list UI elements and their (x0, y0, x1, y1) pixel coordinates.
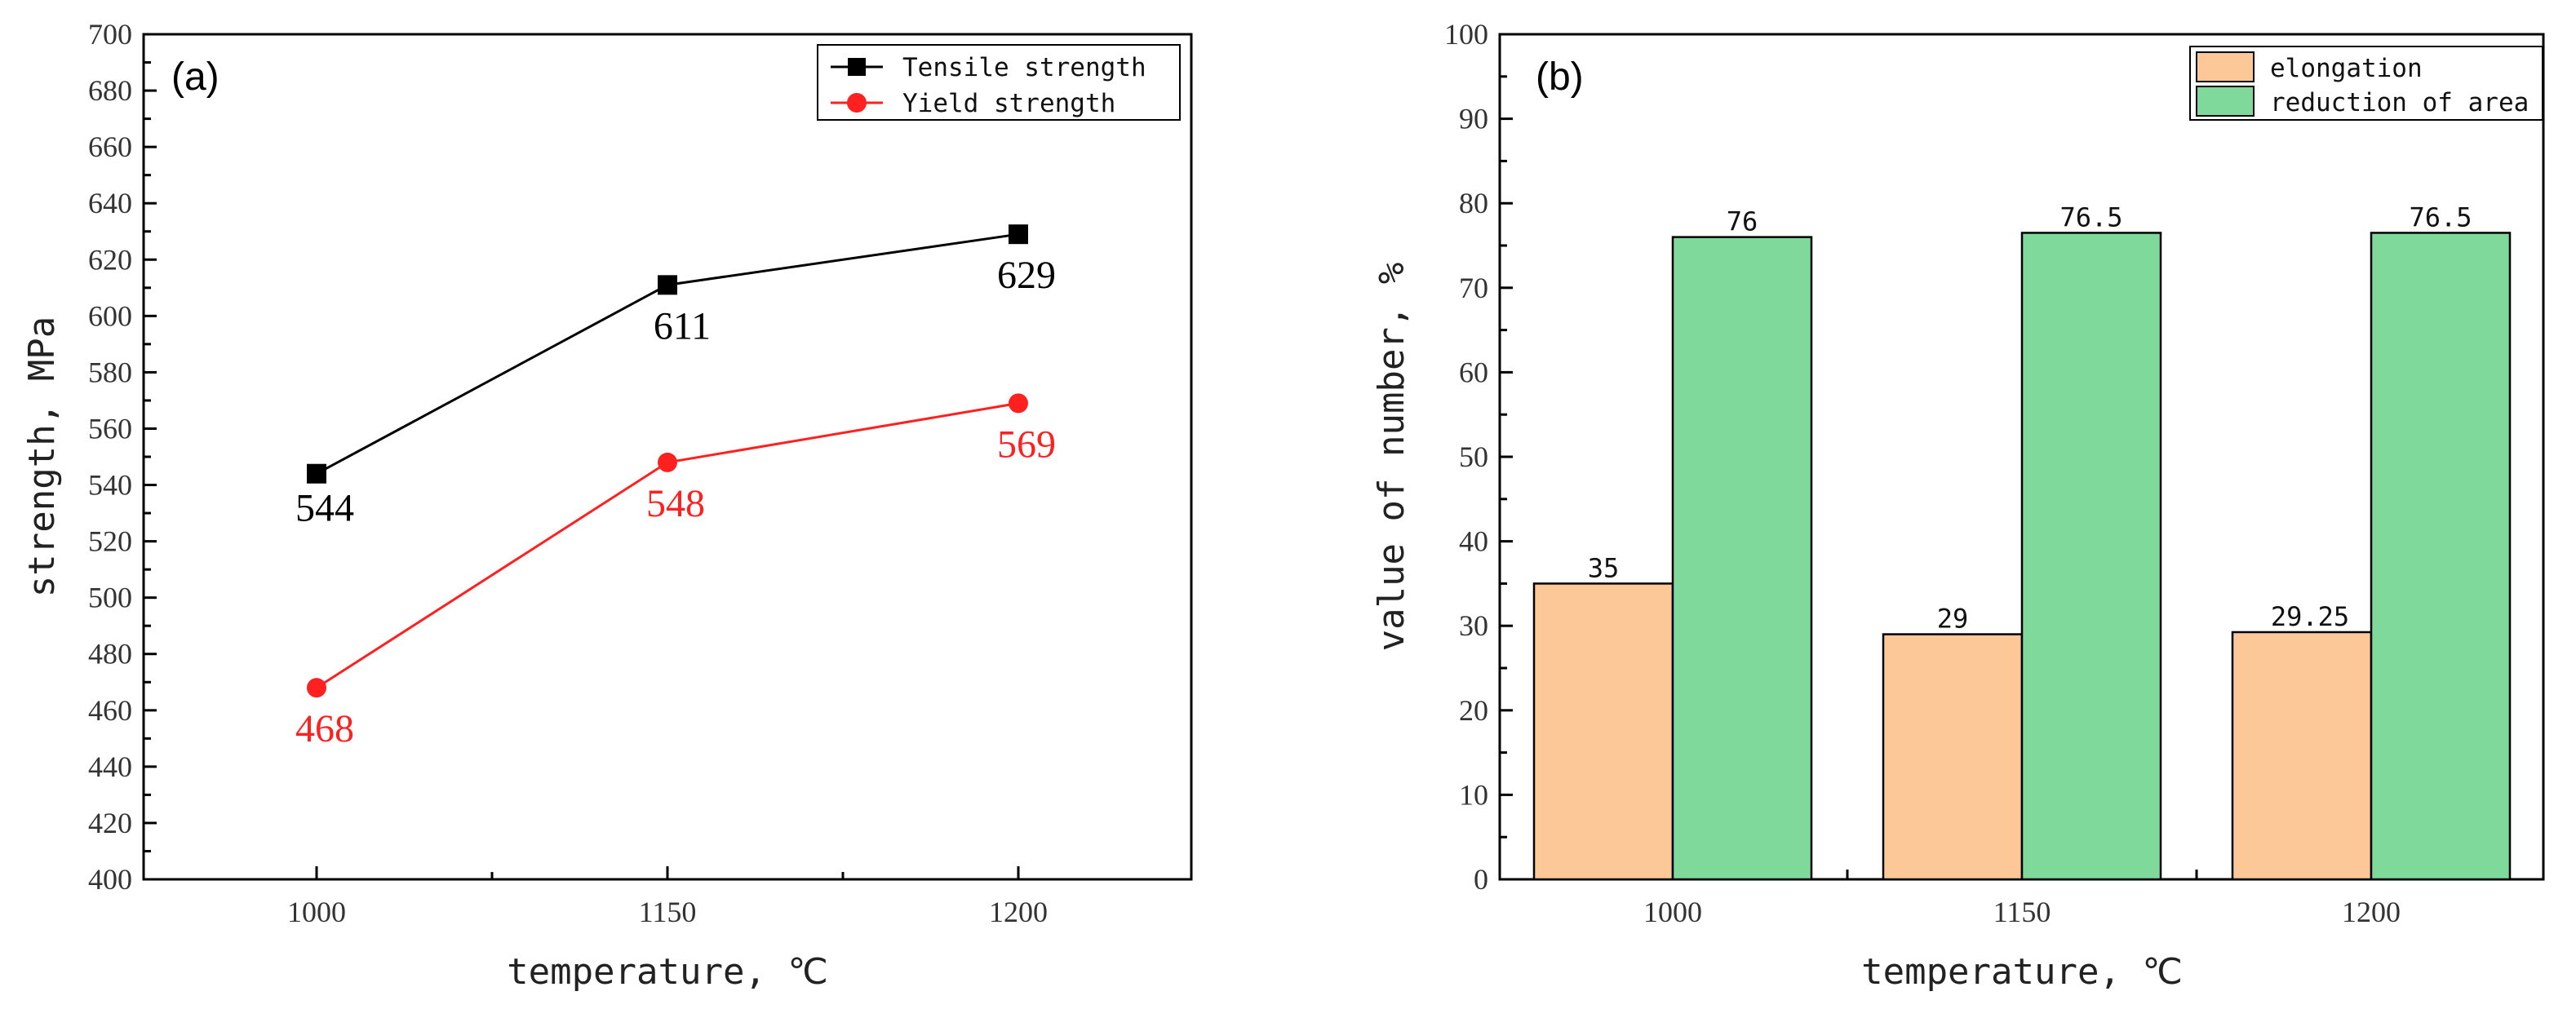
elongation-bar-label: 29 (1937, 604, 1969, 635)
panel-a-y-tick-label: 500 (88, 582, 132, 614)
tensile-data-point (307, 463, 326, 484)
panel-b-y-axis-title: value of number, % (1371, 263, 1412, 652)
elongation-bar-label: 35 (1588, 552, 1620, 583)
panel-a-y-tick-label: 620 (88, 243, 132, 276)
panel-a-legend-box (817, 44, 1181, 121)
panel-a-y-tick-label: 520 (88, 525, 132, 558)
panel-a-x-axis-title: temperature, ℃ (507, 951, 828, 993)
panel-b-y-tick-label: 0 (1474, 863, 1488, 896)
panel-b-x-axis-title: temperature, ℃ (1861, 951, 2183, 993)
reduction-of-area-bar (1671, 236, 1813, 881)
yield-point-label: 548 (646, 482, 705, 525)
elongation-bar-label: 29.25 (2271, 601, 2349, 632)
panel-b-x-tick-label: 1150 (1993, 896, 2051, 928)
elongation-bar (2231, 631, 2373, 881)
panel-a-x-tick-label: 1150 (639, 896, 697, 928)
panel-b-y-tick-label: 60 (1459, 356, 1488, 388)
panel-a-y-tick-label: 680 (88, 74, 132, 107)
tensile-point-label: 611 (654, 304, 711, 347)
panel-b-y-tick-label: 40 (1459, 525, 1488, 558)
legend-tensile-marker (848, 58, 866, 76)
panel-b-y-tick-label: 90 (1459, 103, 1488, 135)
panel-b-y-tick-label: 10 (1459, 778, 1488, 811)
panel-a-y-tick-label: 440 (88, 750, 132, 783)
panel-a-y-axis-title: strength, MPa (21, 316, 63, 597)
reduction-of-area-bar-label: 76.5 (2409, 201, 2472, 232)
panel-a-strength-chart: (a) temperature, ℃ strength, MPa Tensile… (21, 18, 1193, 993)
legend-reduction-swatch (2196, 86, 2255, 117)
panel-a-x-tick-label: 1000 (287, 896, 346, 928)
panel-a-y-tick-label: 560 (88, 412, 132, 445)
panel-b-percent-chart: (b) temperature, ℃ value of number, % el… (1371, 18, 2545, 993)
panel-a-y-tick-label: 660 (88, 131, 132, 163)
reduction-of-area-bar-label: 76 (1727, 206, 1758, 237)
elongation-bar (1532, 582, 1674, 881)
legend-elongation-label: elongation (2270, 54, 2423, 83)
yield-data-point (307, 678, 326, 698)
yield-point-label: 569 (997, 423, 1056, 466)
legend-yield-marker (847, 93, 867, 113)
elongation-bar (1882, 633, 2024, 881)
series-line-yield-strength (316, 401, 1019, 689)
tensile-data-point (1009, 224, 1028, 245)
panel-b-x-tick-label: 1200 (2342, 896, 2401, 928)
yield-point-label: 468 (295, 707, 354, 750)
yield-data-point (658, 452, 677, 472)
panel-a-y-tick-label: 600 (88, 299, 132, 332)
reduction-of-area-bar-label: 76.5 (2059, 201, 2122, 232)
panel-a-y-tick-label: 420 (88, 807, 132, 839)
panel-b-label: (b) (1536, 55, 1584, 99)
panel-b-y-tick-label: 80 (1459, 187, 1488, 219)
series-line-tensile-strength (316, 232, 1019, 476)
panel-a-x-tick-label: 1200 (989, 896, 1048, 928)
panel-b-x-tick-label: 1000 (1643, 896, 1702, 928)
legend-tensile-label: Tensile strength (902, 53, 1146, 82)
panel-a-y-tick-label: 700 (88, 18, 132, 51)
reduction-of-area-bar (2370, 232, 2512, 881)
panel-b-legend: elongation reduction of area (2189, 46, 2543, 121)
panel-a-y-tick-label: 580 (88, 356, 132, 388)
reduction-of-area-bar (2020, 232, 2162, 881)
legend-elongation-swatch (2196, 51, 2255, 82)
panel-b-y-tick-label: 50 (1459, 440, 1488, 473)
tensile-point-label: 544 (295, 487, 354, 530)
panel-a-y-tick-label: 480 (88, 638, 132, 671)
panel-a-label: (a) (171, 55, 219, 99)
panel-a-y-tick-label: 400 (88, 863, 132, 896)
yield-data-point (1009, 393, 1028, 414)
legend-yield-label: Yield strength (902, 89, 1115, 118)
panel-b-y-tick-label: 70 (1459, 272, 1488, 304)
panel-a-legend: Tensile strength Yield strength (817, 44, 1181, 121)
legend-reduction-label: reduction of area (2270, 88, 2529, 117)
panel-a-y-tick-label: 460 (88, 694, 132, 727)
tensile-data-point (658, 275, 677, 295)
panel-b-y-tick-label: 100 (1444, 18, 1488, 51)
panel-b-y-tick-label: 20 (1459, 694, 1488, 727)
tensile-point-label: 629 (997, 254, 1056, 297)
panel-a-y-tick-label: 640 (88, 187, 132, 219)
panel-b-y-tick-label: 30 (1459, 609, 1488, 642)
panel-a-y-tick-label: 540 (88, 469, 132, 502)
